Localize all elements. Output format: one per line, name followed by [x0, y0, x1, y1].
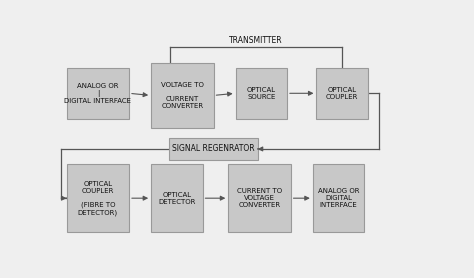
- Text: ANALOG OR
|
DIGITAL INTERFACE: ANALOG OR | DIGITAL INTERFACE: [64, 83, 131, 104]
- FancyBboxPatch shape: [66, 164, 129, 232]
- FancyBboxPatch shape: [151, 164, 202, 232]
- Text: SIGNAL REGENRATOR: SIGNAL REGENRATOR: [172, 145, 255, 153]
- Text: VOLTAGE TO

CURRENT
CONVERTER: VOLTAGE TO CURRENT CONVERTER: [161, 82, 204, 109]
- FancyBboxPatch shape: [236, 68, 287, 119]
- Text: OPTICAL
COUPLER: OPTICAL COUPLER: [326, 87, 358, 100]
- Text: TRANSMITTER: TRANSMITTER: [229, 36, 283, 45]
- FancyBboxPatch shape: [169, 138, 258, 160]
- Text: ANALOG OR
DIGITAL
INTERFACE: ANALOG OR DIGITAL INTERFACE: [318, 188, 359, 208]
- FancyBboxPatch shape: [66, 68, 129, 119]
- FancyBboxPatch shape: [151, 63, 213, 128]
- FancyBboxPatch shape: [313, 164, 364, 232]
- FancyBboxPatch shape: [228, 164, 291, 232]
- Text: OPTICAL
COUPLER

(FIBRE TO
DETECTOR): OPTICAL COUPLER (FIBRE TO DETECTOR): [78, 181, 118, 216]
- Text: OPTICAL
DETECTOR: OPTICAL DETECTOR: [158, 192, 195, 205]
- Text: CURRENT TO
VOLTAGE
CONVERTER: CURRENT TO VOLTAGE CONVERTER: [237, 188, 282, 208]
- FancyBboxPatch shape: [316, 68, 368, 119]
- Text: OPTICAL
SOURCE: OPTICAL SOURCE: [247, 87, 276, 100]
